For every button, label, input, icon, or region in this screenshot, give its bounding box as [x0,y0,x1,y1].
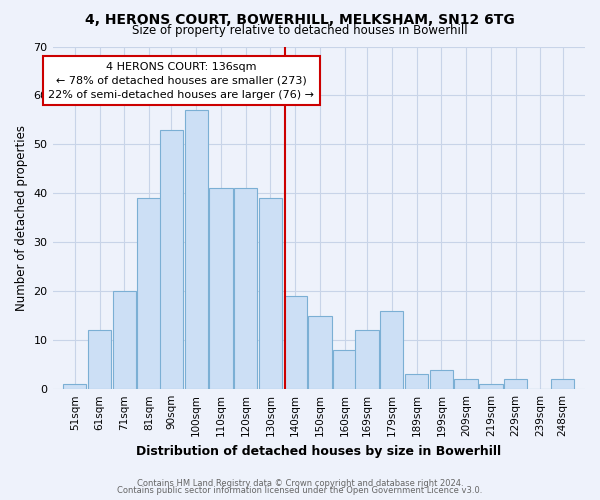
Bar [405,374,428,389]
Bar [430,370,453,389]
Bar [88,330,111,389]
Text: 4, HERONS COURT, BOWERHILL, MELKSHAM, SN12 6TG: 4, HERONS COURT, BOWERHILL, MELKSHAM, SN… [85,12,515,26]
X-axis label: Distribution of detached houses by size in Bowerhill: Distribution of detached houses by size … [136,444,502,458]
Bar [284,296,307,389]
Bar [137,198,161,389]
Text: Contains HM Land Registry data © Crown copyright and database right 2024.: Contains HM Land Registry data © Crown c… [137,478,463,488]
Bar [308,316,332,389]
Y-axis label: Number of detached properties: Number of detached properties [15,125,28,311]
Bar [185,110,208,389]
Text: 4 HERONS COURT: 136sqm
← 78% of detached houses are smaller (273)
22% of semi-de: 4 HERONS COURT: 136sqm ← 78% of detached… [49,62,314,100]
Bar [355,330,379,389]
Bar [113,292,136,389]
Bar [259,198,282,389]
Bar [504,380,527,389]
Bar [63,384,86,389]
Bar [160,130,183,389]
Bar [209,188,233,389]
Bar [454,380,478,389]
Bar [333,350,356,389]
Bar [380,311,403,389]
Bar [234,188,257,389]
Bar [479,384,503,389]
Text: Contains public sector information licensed under the Open Government Licence v3: Contains public sector information licen… [118,486,482,495]
Bar [551,380,574,389]
Text: Size of property relative to detached houses in Bowerhill: Size of property relative to detached ho… [132,24,468,37]
